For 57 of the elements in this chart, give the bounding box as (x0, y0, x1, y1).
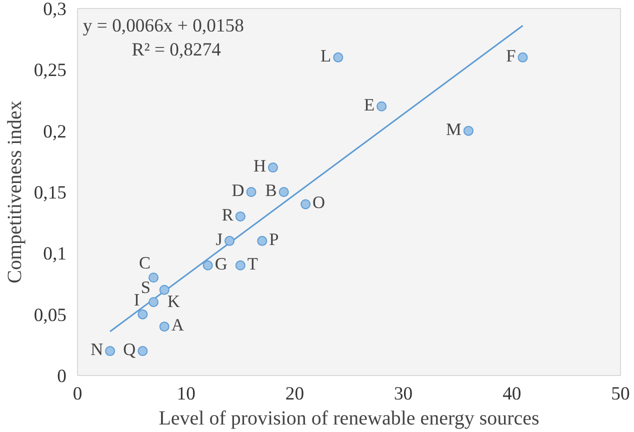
annotation: G (214, 254, 228, 274)
annotation: A (171, 316, 184, 335)
annotation: E (364, 95, 375, 114)
point (376, 101, 387, 112)
annotation: O (312, 193, 326, 212)
point (235, 260, 246, 270)
x-tick-label: 40 (502, 384, 522, 404)
annotation: F (506, 46, 516, 66)
y-tick-label: 0,3 (43, 0, 67, 20)
annotation: N (90, 340, 104, 360)
x-tick-label: 10 (176, 384, 196, 404)
annotation: y = 0,0066x + 0,0158 (82, 16, 244, 36)
y-tick-label: 0,05 (34, 304, 67, 326)
point (148, 297, 159, 308)
annotation: T (247, 254, 258, 274)
y-axis-title: Competitiveness index (4, 100, 26, 284)
annotation: R (222, 205, 234, 224)
point (246, 187, 256, 197)
point (159, 284, 170, 295)
annotation: S (140, 278, 151, 298)
y-tick-label: 0 (57, 366, 66, 387)
x-tick-label: 20 (285, 384, 304, 404)
point (224, 236, 235, 246)
annotation: I (134, 290, 140, 310)
x-tick-label: 50 (611, 384, 630, 404)
y-tick-label: 0,15 (34, 182, 67, 204)
point (300, 199, 311, 210)
x-tick-label: 0 (72, 384, 82, 404)
point (333, 52, 344, 62)
point (148, 272, 159, 283)
x-tick-label: 30 (394, 384, 413, 404)
point (257, 236, 268, 246)
point (268, 162, 278, 173)
y-tick-label: 0,2 (43, 121, 67, 142)
annotation: D (232, 181, 244, 200)
annotation: B (265, 181, 277, 200)
y-tick-label: 0,1 (43, 244, 67, 265)
annotation: C (138, 254, 151, 273)
annotation: J (216, 230, 223, 249)
annotation: M (446, 120, 462, 139)
annotation: L (320, 46, 332, 66)
point (159, 322, 170, 332)
point (235, 211, 246, 222)
annotation: P (269, 230, 279, 249)
point (105, 346, 116, 356)
y-tick-label: 0,25 (34, 60, 67, 82)
point (278, 187, 289, 197)
annotation: Q (123, 340, 136, 360)
point (138, 309, 148, 320)
annotation: R² = 0,8274 (132, 40, 222, 60)
point (138, 346, 148, 356)
point (518, 52, 528, 62)
point (463, 126, 474, 136)
point (202, 260, 213, 270)
annotation: H (253, 156, 266, 176)
annotation: K (167, 292, 180, 311)
x-axis-title: Level of provision of renewable energy sources (158, 408, 540, 430)
